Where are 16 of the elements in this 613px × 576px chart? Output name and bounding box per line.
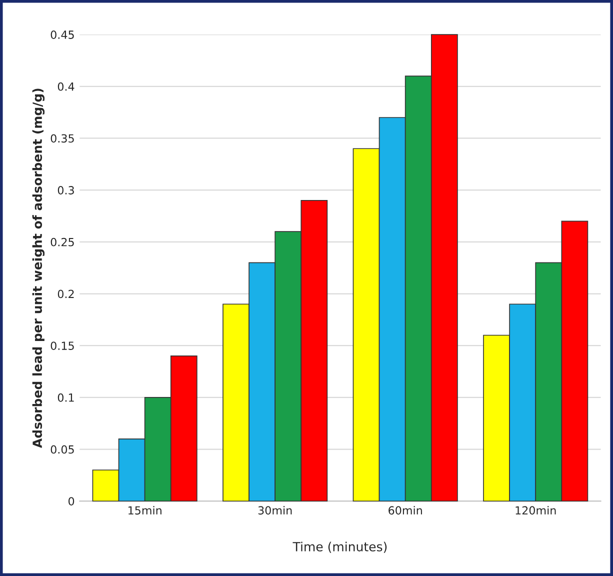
x-tick-label: 60min	[388, 506, 422, 515]
x-axis-title: Time (minutes)	[292, 542, 387, 553]
y-tick-label: 0.05	[50, 445, 74, 454]
y-tick-label: 0.4	[58, 82, 74, 91]
y-tick-label: 0.1	[58, 393, 74, 402]
x-tick-label: 15min	[128, 506, 162, 515]
y-tick-label: 0	[68, 497, 74, 506]
y-tick-label: 0.3	[58, 186, 74, 194]
y-tick-label: 0.2	[58, 290, 74, 298]
y-tick-label: 0.45	[50, 30, 74, 39]
x-tick-label: 120min	[516, 506, 556, 515]
y-tick-label: 0.25	[50, 238, 74, 246]
x-tick-label: 30min	[258, 506, 292, 515]
y-tick-label: 0.35	[50, 134, 74, 143]
y-axis-title: Adsorbed lead per unit weight of adsorbent (mg/g)	[32, 88, 45, 448]
y-tick-label: 0.15	[50, 342, 74, 350]
